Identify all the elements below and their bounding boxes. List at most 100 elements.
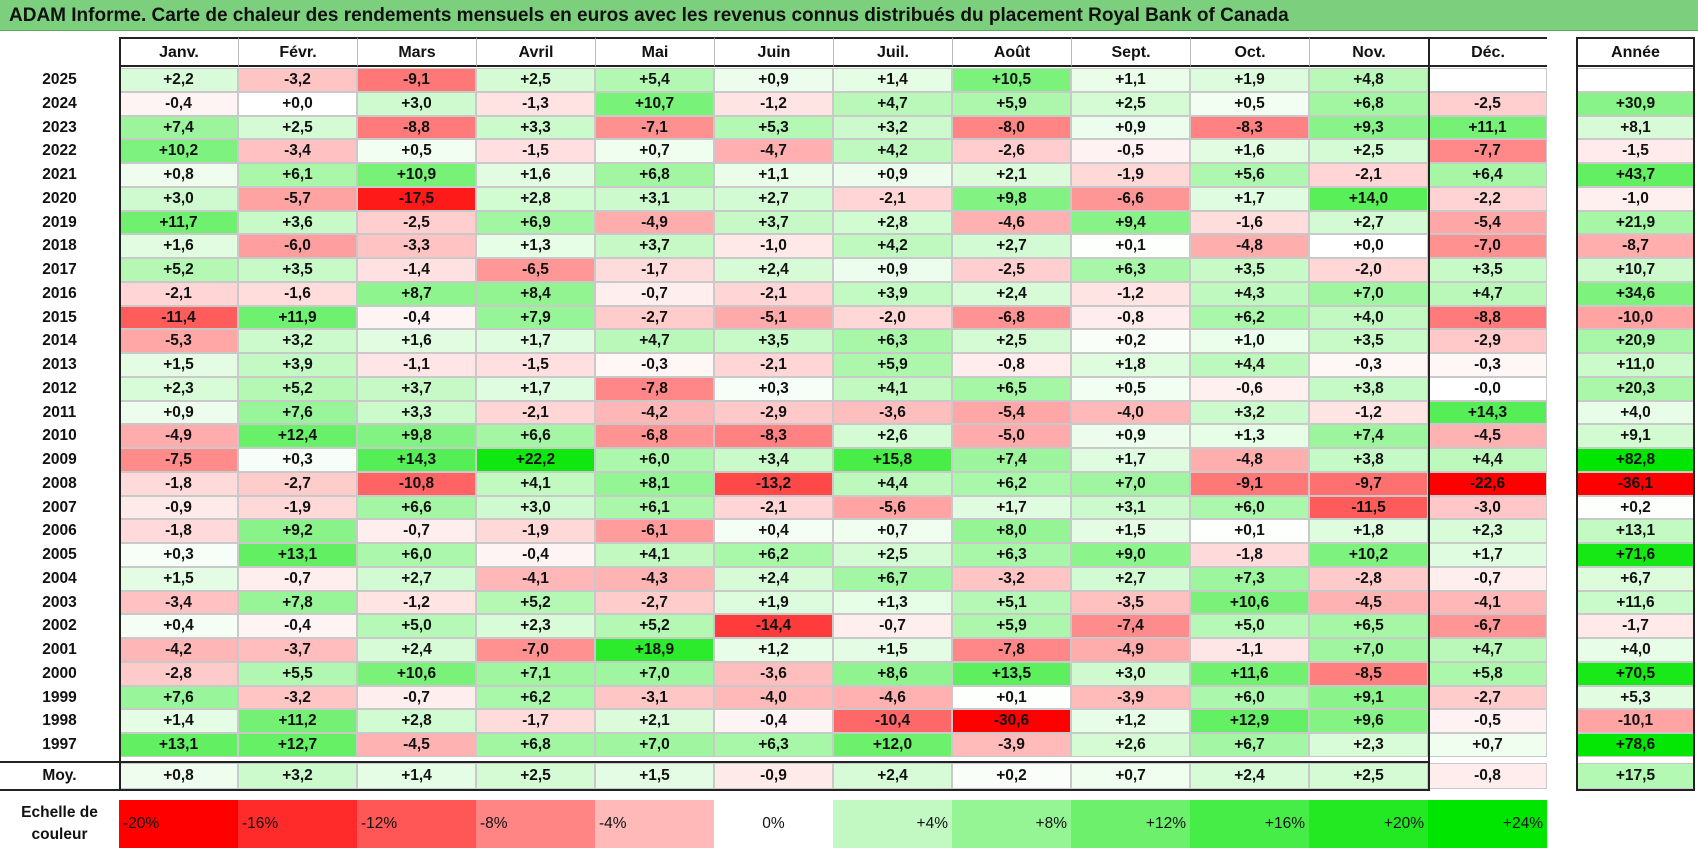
annual-cell: +82,8	[1576, 448, 1695, 472]
annual-cell: -10,1	[1576, 709, 1695, 733]
annual-cell: +71,6	[1576, 543, 1695, 567]
average-annual-cell: +17,5	[1576, 763, 1695, 789]
heatmap-cell: +5,0	[357, 614, 476, 638]
annual-cell: +43,7	[1576, 163, 1695, 187]
heatmap-cell: +1,6	[1190, 139, 1309, 163]
heatmap-cell: -0,3	[595, 353, 714, 377]
heatmap-cell: +3,1	[1071, 495, 1190, 520]
heatmap-cell: -0,7	[357, 685, 476, 710]
heatmap-cell: -3,2	[238, 685, 357, 710]
heatmap-cell: +11,1	[1428, 115, 1547, 140]
heatmap-cell: +0,9	[714, 68, 833, 92]
heatmap-cell: -4,5	[1428, 424, 1547, 448]
heatmap-cell: +6,2	[714, 543, 833, 567]
average-cell: +2,5	[476, 763, 595, 789]
heatmap-cell: -4,1	[476, 566, 595, 591]
color-scale-stop: +8%	[952, 800, 1071, 848]
color-scale-stop: +4%	[833, 800, 952, 848]
heatmap-cell: +4,3	[1190, 281, 1309, 306]
heatmap-cell: +3,0	[357, 91, 476, 116]
heatmap-cell: -0,6	[1190, 376, 1309, 401]
heatmap-cell: -11,4	[119, 305, 238, 330]
heatmap-cell: +11,9	[238, 305, 357, 330]
heatmap-cell: +2,7	[357, 566, 476, 591]
heatmap-cell: +2,4	[952, 281, 1071, 306]
heatmap-cell: +4,1	[595, 543, 714, 567]
heatmap-cell: +2,4	[714, 258, 833, 282]
heatmap-cell: +5,2	[238, 376, 357, 401]
heatmap-cell: +0,7	[833, 519, 952, 543]
heatmap-cell: +3,5	[1309, 329, 1428, 353]
heatmap-cell: +2,8	[357, 709, 476, 733]
heatmap-cell: +2,5	[238, 115, 357, 140]
average-label: Moy.	[42, 767, 77, 784]
heatmap-cell: +1,6	[119, 234, 238, 258]
year-label: 2009	[42, 451, 77, 468]
heatmap-cell: -6,8	[595, 424, 714, 448]
average-cell: +1,4	[357, 763, 476, 789]
heatmap-cell: +7,4	[119, 115, 238, 140]
year-label: 2000	[42, 664, 77, 682]
heatmap-cell: -0,3	[1309, 353, 1428, 377]
heatmap-cell: +6,6	[476, 424, 595, 448]
heatmap-cell: +2,6	[833, 424, 952, 448]
annual-cell: +5,3	[1576, 685, 1695, 710]
heatmap-cell: +3,9	[238, 353, 357, 377]
heatmap-cell: +6,7	[833, 566, 952, 591]
heatmap-cell: +1,5	[119, 566, 238, 591]
heatmap-cell: -7,5	[119, 448, 238, 472]
heatmap-cell: +3,1	[595, 186, 714, 211]
annual-cell: +4,0	[1576, 638, 1695, 662]
annual-cell: +20,9	[1576, 329, 1695, 353]
year-label: 2016	[42, 284, 77, 302]
heatmap-cell: +5,5	[238, 661, 357, 686]
column-header: Mai	[595, 37, 714, 67]
heatmap-cell: +2,5	[1309, 139, 1428, 163]
heatmap-cell: +1,0	[1190, 329, 1309, 353]
heatmap-cell: +2,5	[833, 543, 952, 567]
heatmap-cell: -7,8	[595, 376, 714, 401]
year-label: 2010	[42, 427, 77, 445]
column-header: Juil.	[833, 37, 952, 67]
heatmap-cell: +1,2	[1071, 709, 1190, 733]
heatmap-cell: +2,5	[1071, 91, 1190, 116]
heatmap-cell: +2,4	[357, 638, 476, 662]
heatmap-cell: +0,5	[1071, 376, 1190, 401]
heatmap-cell: -5,4	[1428, 210, 1547, 235]
heatmap-cell: +2,6	[1071, 733, 1190, 757]
heatmap-cell: -0,7	[357, 519, 476, 543]
color-scale-stop: +20%	[1309, 800, 1428, 848]
heatmap-cell: -6,8	[952, 305, 1071, 330]
heatmap-cell: +14,3	[1428, 400, 1547, 425]
heatmap-cell: -0,4	[119, 91, 238, 116]
heatmap-cell: -5,1	[714, 305, 833, 330]
heatmap-cell: -0,7	[833, 614, 952, 638]
heatmap-cell: +7,0	[1309, 281, 1428, 306]
heatmap-cell: -2,1	[714, 281, 833, 306]
heatmap-cell: -3,7	[238, 638, 357, 662]
heatmap-cell: +5,2	[476, 590, 595, 615]
heatmap-cell: -4,8	[1190, 448, 1309, 472]
heatmap-cell: -5,6	[833, 495, 952, 520]
heatmap-cell: +3,5	[714, 329, 833, 353]
heatmap-cell: +8,1	[595, 471, 714, 496]
year-label: 2007	[42, 498, 77, 516]
annual-cell: +0,2	[1576, 495, 1695, 520]
heatmap-cell: -2,6	[952, 139, 1071, 163]
heatmap-cell: +7,0	[1071, 471, 1190, 496]
heatmap-cell: +2,7	[952, 234, 1071, 258]
heatmap-cell: +3,0	[476, 495, 595, 520]
heatmap-cell: -14,4	[714, 614, 833, 638]
annual-cell: -10,0	[1576, 305, 1695, 330]
heatmap-cell: +3,7	[357, 376, 476, 401]
heatmap-cell: +1,6	[476, 163, 595, 187]
heatmap-cell: +0,4	[714, 519, 833, 543]
heatmap-cell: -2,8	[119, 661, 238, 686]
annual-cell: +30,9	[1576, 91, 1695, 116]
heatmap-cell: -0,5	[1071, 139, 1190, 163]
heatmap-cell: -0,4	[238, 614, 357, 638]
heatmap-cell: +12,0	[833, 733, 952, 757]
column-header: Févr.	[238, 37, 357, 67]
heatmap-cell: +9,6	[1309, 709, 1428, 733]
heatmap-cell: -1,9	[1071, 163, 1190, 187]
